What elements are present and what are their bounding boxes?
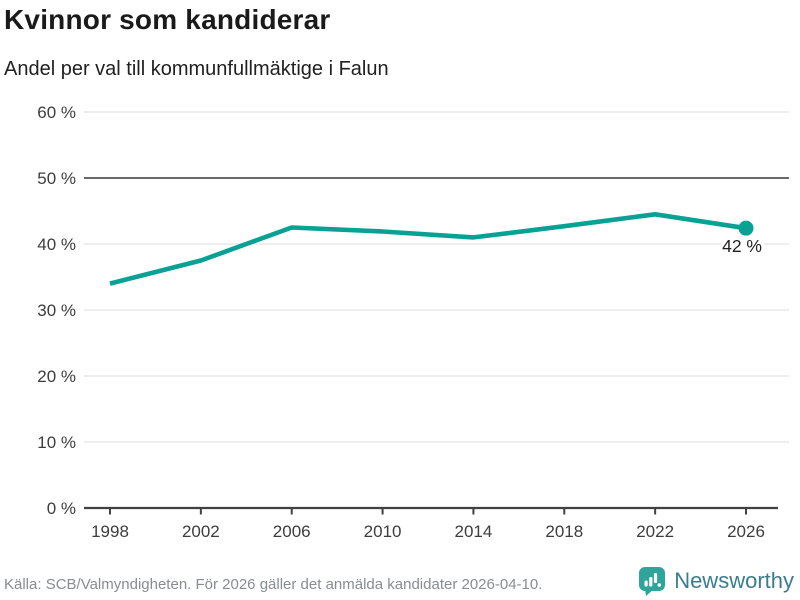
- brand-lockup: Newsworthy: [638, 566, 794, 596]
- x-tick-label: 2010: [364, 522, 402, 541]
- chart-title: Kvinnor som kandiderar: [4, 4, 331, 35]
- x-tick-label: 1998: [91, 522, 129, 541]
- gridlines: [84, 111, 789, 443]
- y-tick-label: 60 %: [37, 103, 76, 122]
- data-point-dot: [738, 220, 754, 236]
- x-tick-label: 2014: [455, 522, 493, 541]
- chart-subtitle: Andel per val till kommunfullmäktige i F…: [4, 58, 389, 80]
- x-axis: 1998 2002 2006 2010 2014 2018 2022 2026: [84, 506, 778, 541]
- data-point-label: 42 %: [722, 236, 762, 256]
- y-tick-label: 50 %: [37, 169, 76, 188]
- y-tick-label: 20 %: [37, 367, 76, 386]
- source-note: Källa: SCB/Valmyndigheten. För 2026 gäll…: [4, 576, 543, 593]
- newsworthy-logo-icon: [639, 567, 666, 596]
- y-tick-label: 30 %: [37, 301, 76, 320]
- y-tick-label: 40 %: [37, 235, 76, 254]
- data-line: [109, 212, 747, 286]
- y-tick-label: 10 %: [37, 433, 76, 452]
- x-tick-label: 2026: [727, 522, 765, 541]
- y-axis-labels: 0 % 10 % 20 % 30 % 40 % 50 % 60 %: [37, 103, 76, 518]
- chart-footer: Källa: SCB/Valmyndigheten. För 2026 gäll…: [0, 562, 800, 600]
- brand-name: Newsworthy: [674, 568, 794, 593]
- x-tick-label: 2006: [273, 522, 311, 541]
- x-tick-label: 2002: [182, 522, 220, 541]
- x-tick-label: 2018: [545, 522, 583, 541]
- x-tick-label: 2022: [636, 522, 674, 541]
- y-tick-label: 0 %: [47, 499, 76, 518]
